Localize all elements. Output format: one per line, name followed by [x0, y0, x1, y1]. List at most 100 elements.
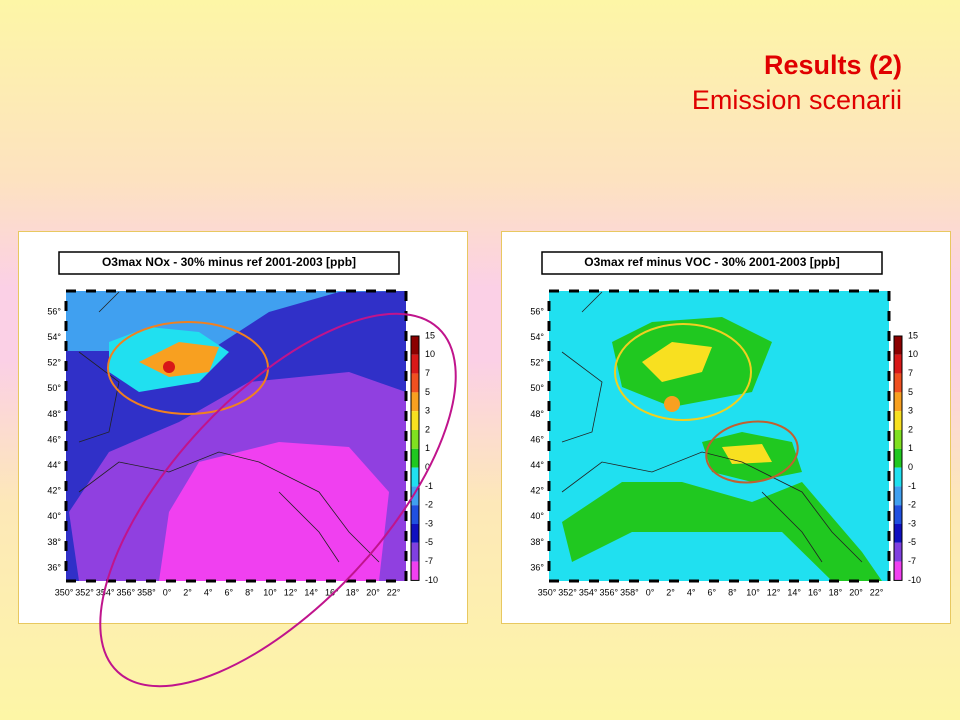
longitude-label: 352° — [75, 587, 94, 597]
map-frame — [547, 289, 891, 583]
colorbar-segment — [411, 373, 419, 393]
colorbar-label: -3 — [425, 518, 433, 528]
longitude-label: 4° — [204, 587, 213, 597]
longitude-label: 10° — [263, 587, 277, 597]
latitude-label: 50° — [530, 383, 544, 393]
longitude-label: 0° — [646, 587, 655, 597]
colorbar-label: -2 — [908, 500, 916, 510]
latitude-label: 38° — [530, 537, 544, 547]
longitude-label: 352° — [558, 587, 577, 597]
colorbar-label: -1 — [425, 481, 433, 491]
colorbar-label: -5 — [425, 537, 433, 547]
longitude-label: 16° — [808, 587, 822, 597]
longitude-label: 350° — [538, 587, 557, 597]
longitude-label: 20° — [849, 587, 863, 597]
longitude-label: 6° — [707, 587, 716, 597]
longitude-label: 22° — [387, 587, 401, 597]
colorbar-label: -3 — [908, 518, 916, 528]
colorbar-segment — [411, 505, 419, 524]
map-svg: O3max NOx - 30% minus ref 2001-2003 [ppb… — [47, 251, 438, 597]
latitude-label: 52° — [47, 358, 61, 368]
map-panel: O3max ref minus VOC - 30% 2001-2003 [ppb… — [501, 231, 951, 624]
colorbar-label: -7 — [425, 556, 433, 566]
colorbar-label: 15 — [908, 330, 918, 340]
colorbar-segment — [894, 486, 902, 506]
colorbar-segment — [411, 336, 419, 355]
latitude-label: 54° — [47, 332, 61, 342]
colorbar-frame — [893, 335, 903, 581]
colorbar-label: 0 — [908, 462, 913, 472]
latitude-label: 48° — [47, 409, 61, 419]
colorbar-segment — [894, 448, 902, 468]
colorbar-label: 0 — [425, 462, 430, 472]
latitude-label: 46° — [530, 434, 544, 444]
longitude-label: 356° — [116, 587, 135, 597]
latitude-label: 50° — [47, 383, 61, 393]
colorbar-segment — [894, 467, 902, 487]
map-panel: O3max NOx - 30% minus ref 2001-2003 [ppb… — [18, 231, 468, 624]
colorbar-label: -10 — [425, 575, 438, 585]
map-region — [163, 361, 175, 373]
colorbar-label: 1 — [425, 443, 430, 453]
colorbar-segment — [894, 430, 902, 449]
longitude-label: 350° — [55, 587, 74, 597]
colorbar-label: 5 — [908, 387, 913, 397]
longitude-label: 2° — [183, 587, 192, 597]
longitude-label: 354° — [579, 587, 598, 597]
longitude-label: 10° — [746, 587, 760, 597]
map-region — [664, 396, 680, 412]
colorbar-label: 3 — [425, 406, 430, 416]
coastline — [561, 291, 863, 563]
latitude-label: 48° — [530, 409, 544, 419]
latitude-label: 36° — [47, 562, 61, 572]
map-svg: O3max ref minus VOC - 30% 2001-2003 [ppb… — [530, 251, 921, 597]
longitude-label: 12° — [284, 587, 298, 597]
map-title: O3max NOx - 30% minus ref 2001-2003 [ppb… — [102, 255, 356, 269]
latitude-label: 40° — [530, 511, 544, 521]
longitude-label: 6° — [224, 587, 233, 597]
colorbar-segment — [411, 392, 419, 412]
longitude-label: 18° — [346, 587, 360, 597]
latitude-label: 40° — [47, 511, 61, 521]
map-region — [562, 482, 882, 581]
latitude-label: 56° — [530, 306, 544, 316]
colorbar-label: 15 — [425, 330, 435, 340]
colorbar-segment — [894, 392, 902, 412]
colorbar-label: 2 — [425, 424, 430, 434]
longitude-label: 2° — [666, 587, 675, 597]
longitude-label: 356° — [599, 587, 618, 597]
colorbar-label: 1 — [908, 443, 913, 453]
latitude-label: 44° — [47, 460, 61, 470]
longitude-label: 358° — [137, 587, 156, 597]
colorbar-label: -5 — [908, 537, 916, 547]
colorbar-label: 2 — [908, 424, 913, 434]
longitude-label: 14° — [304, 587, 318, 597]
latitude-label: 52° — [530, 358, 544, 368]
colorbar-label: 10 — [425, 349, 435, 359]
latitude-label: 42° — [47, 486, 61, 496]
colorbar-label: 10 — [908, 349, 918, 359]
colorbar-label: 3 — [908, 406, 913, 416]
slide-subtitle: Emission scenarii — [691, 85, 902, 115]
colorbar-segment — [894, 354, 902, 374]
latitude-label: 42° — [530, 486, 544, 496]
colorbar-segment — [411, 486, 419, 506]
colorbar-segment — [894, 561, 902, 581]
colorbar-label: -7 — [908, 556, 916, 566]
colorbar-segment — [894, 505, 902, 524]
colorbar-label: 7 — [425, 368, 430, 378]
latitude-label: 36° — [530, 562, 544, 572]
colorbar-segment — [411, 448, 419, 468]
colorbar-segment — [411, 354, 419, 374]
longitude-label: 22° — [870, 587, 884, 597]
latitude-label: 54° — [530, 332, 544, 342]
colorbar-segment — [411, 430, 419, 449]
colorbar-segment — [894, 336, 902, 355]
longitude-label: 8° — [728, 587, 737, 597]
longitude-label: 20° — [366, 587, 380, 597]
map-title-box — [541, 251, 883, 275]
latitude-label: 44° — [530, 460, 544, 470]
map-title-box — [58, 251, 400, 275]
colorbar-label: -1 — [908, 481, 916, 491]
